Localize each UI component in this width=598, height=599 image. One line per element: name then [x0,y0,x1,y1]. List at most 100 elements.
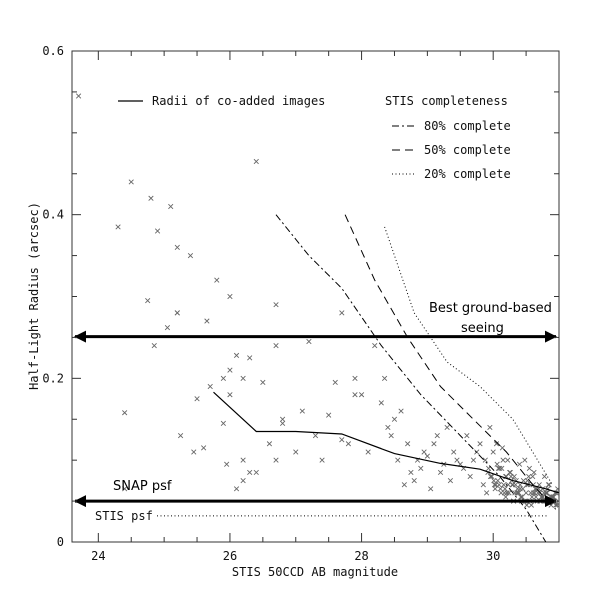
data-point [299,408,305,414]
data-point [523,490,529,496]
data-point [187,252,194,259]
data-point [405,441,411,447]
data-point [312,432,319,439]
series-line-2 [275,214,547,542]
data-point [381,375,388,381]
data-point [492,486,498,492]
data-point [168,203,174,210]
data-point [253,158,259,165]
data-point [233,486,240,492]
data-point [247,355,253,361]
data-point [499,465,505,471]
x-tick-label: 26 [223,549,237,563]
legend-label-80: 80% complete [424,119,511,133]
data-point [273,457,279,463]
data-point [75,93,82,99]
x-tick-label: 24 [91,549,105,563]
data-point [224,461,230,467]
data-point [514,490,520,496]
data-point [253,469,259,476]
data-point [467,473,473,480]
data-point [279,416,286,422]
data-point [378,400,384,406]
data-point [520,478,527,484]
data-point [487,424,493,431]
series-lines [213,214,559,542]
data-point [548,502,554,508]
data-point [306,338,312,345]
data-point [555,486,559,492]
data-point [204,318,210,324]
data-point [496,482,502,488]
data-point [522,457,528,463]
data-point [115,224,121,230]
data-point [164,324,171,331]
data-point [516,461,523,467]
series-line-3 [344,214,557,510]
data-point [122,410,128,416]
data-point [447,478,454,484]
data-point [365,449,371,455]
data-point [411,478,417,484]
stis-psf-label: STIS psf [95,509,153,523]
data-point [532,490,538,496]
data-point [508,473,514,480]
data-point [339,437,345,443]
data-point [431,441,437,447]
data-point [530,473,536,480]
data-point [122,486,128,492]
data-point [505,457,511,463]
data-point [506,490,512,496]
data-point [482,457,488,463]
data-point [273,342,279,349]
data-point [543,490,549,496]
data-point [372,342,378,349]
data-point [128,179,134,185]
data-point [434,432,440,439]
data-point [507,469,513,476]
data-point [524,478,531,484]
data-point [489,473,495,480]
data-point [424,453,430,459]
data-point [273,302,279,308]
legend-label-radii: Radii of co-added images [152,94,325,108]
data-point [352,375,358,381]
data-point [501,482,507,488]
data-point [494,461,500,467]
data-point [454,457,460,463]
data-point [503,494,509,500]
data-point [512,490,518,496]
data-point [546,482,552,488]
data-point [220,420,226,426]
data-point [174,310,180,316]
data-point [207,383,213,390]
data-point [516,490,522,496]
data-point [358,392,365,398]
y-tick-label: 0 [57,535,64,549]
data-point [530,490,536,496]
data-point [345,441,352,447]
legend-completeness-title: STIS completeness [385,94,508,108]
x-axis-label: STIS 50CCD AB magnitude [232,565,398,579]
data-point [319,457,325,463]
data-point [240,478,246,484]
data-point [240,457,246,463]
reference-lines [74,330,557,517]
data-point [408,469,414,476]
data-point [352,392,358,398]
data-point [495,478,501,484]
data-point [477,441,483,447]
data-point [247,469,253,476]
data-point [502,486,508,492]
data-point [541,473,548,480]
data-point [151,342,157,349]
data-point [437,469,444,476]
data-point [480,482,486,488]
data-point [395,457,401,463]
data-point [220,375,226,381]
data-point [260,379,266,386]
data-point [421,449,427,455]
data-point [490,449,496,455]
